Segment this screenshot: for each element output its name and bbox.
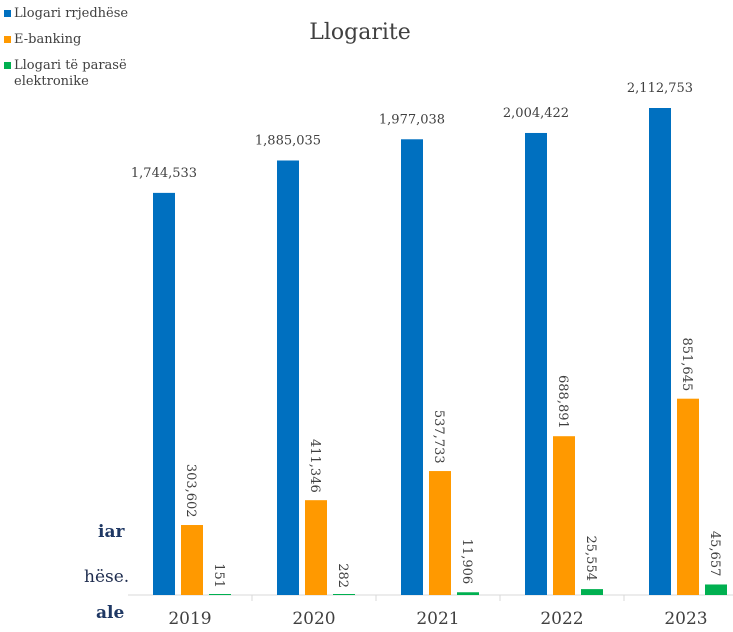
bar-e-banking-2021 [429, 471, 451, 595]
bar-current-accounts-2020 [277, 160, 299, 596]
bar-e-money-accounts-2022 [581, 589, 603, 595]
bar-current-accounts-2019 [153, 192, 175, 595]
bar-current-accounts-2021 [401, 139, 423, 596]
data-label-e-banking-2019: 303,602 [183, 464, 198, 518]
bar-e-money-accounts-2020 [333, 594, 355, 595]
data-label-e-money-accounts-2019: 151 [211, 563, 226, 588]
legend-swatch-current-accounts [4, 10, 11, 17]
bar-e-banking-2019 [181, 525, 203, 595]
legend-label-current-accounts: Llogari rrjedhëse [14, 6, 129, 21]
data-label-current-accounts-2021: 1,977,038 [379, 112, 445, 127]
bar-current-accounts-2022 [525, 132, 547, 595]
bar-current-accounts-2023 [649, 108, 671, 595]
data-label-e-money-accounts-2021: 11,906 [459, 539, 474, 585]
data-label-current-accounts-2020: 1,885,035 [255, 133, 321, 148]
chart-title: Llogarite [309, 20, 411, 45]
data-label-e-banking-2020: 411,346 [307, 439, 322, 493]
x-tick-label-2021: 2021 [416, 609, 459, 629]
legend-label-e-banking: E-banking [14, 32, 82, 47]
x-tick-label-2019: 2019 [168, 609, 211, 629]
data-label-e-money-accounts-2020: 282 [335, 563, 350, 588]
data-label-e-banking-2021: 537,733 [431, 410, 446, 464]
x-tick-label-2022: 2022 [540, 609, 583, 629]
legend-swatch-e-money-accounts [4, 62, 11, 69]
chart-legend: Llogari rrjedhëse E-banking Llogari të p… [4, 6, 164, 100]
bar-e-money-accounts-2023 [705, 584, 727, 595]
legend-item-e-banking: E-banking [4, 32, 164, 48]
x-tick-label-2023: 2023 [664, 609, 707, 629]
legend-swatch-e-banking [4, 36, 11, 43]
bar-e-banking-2022 [553, 436, 575, 595]
data-label-e-banking-2022: 688,891 [555, 375, 570, 429]
bar-e-banking-2020 [305, 500, 327, 595]
bar-e-money-accounts-2021 [457, 592, 479, 595]
data-label-e-money-accounts-2022: 25,554 [583, 536, 598, 582]
bar-e-money-accounts-2019 [209, 594, 231, 595]
legend-item-current-accounts: Llogari rrjedhëse [4, 6, 164, 22]
data-label-e-banking-2023: 851,645 [679, 337, 694, 391]
legend-label-e-money-accounts: Llogari të parasë elektronike [14, 58, 127, 89]
side-text-line-2: hëse. [84, 567, 130, 587]
data-label-current-accounts-2022: 2,004,422 [503, 106, 569, 121]
data-label-e-money-accounts-2023: 45,657 [707, 531, 722, 577]
data-label-current-accounts-2019: 1,744,533 [131, 166, 197, 181]
legend-item-e-money-accounts: Llogari të parasë elektronike [4, 58, 164, 90]
side-text-line-3: ale [96, 603, 125, 623]
bar-e-banking-2023 [677, 398, 699, 595]
x-tick-label-2020: 2020 [292, 609, 335, 629]
data-label-current-accounts-2023: 2,112,753 [627, 81, 693, 96]
side-text-line-1: iar [98, 522, 125, 542]
